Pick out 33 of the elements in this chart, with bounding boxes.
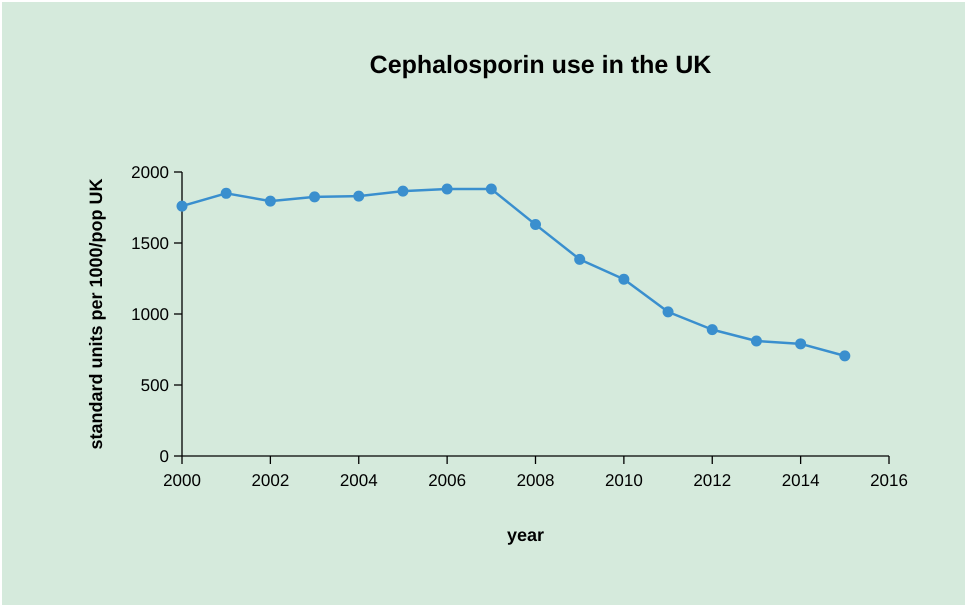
- point: [176, 200, 188, 212]
- x-tick-label: 2016: [870, 471, 908, 490]
- x-tick-label: 2000: [163, 471, 201, 490]
- y-tick-label: 1000: [131, 304, 169, 324]
- y-tick-label: 0: [160, 446, 169, 466]
- y-axis-title: standard units per 1000/pop UK: [86, 178, 106, 450]
- y-tick-label: 500: [140, 376, 169, 395]
- point: [264, 196, 276, 207]
- point: [662, 306, 674, 318]
- x-tick-label: 2006: [428, 471, 466, 490]
- chart-title: Cephalosporin use in the UK: [370, 51, 712, 79]
- x-axis-title: year: [506, 525, 544, 545]
- point: [530, 219, 541, 230]
- x-tick-label: 2012: [693, 471, 732, 490]
- point: [442, 184, 453, 195]
- point: [486, 184, 497, 195]
- point: [750, 335, 762, 346]
- point: [839, 350, 850, 362]
- x-tick-label: 2014: [782, 471, 820, 490]
- point: [309, 191, 320, 202]
- x-tick-label: 2004: [340, 471, 378, 490]
- x-tick-label: 2010: [604, 471, 643, 490]
- point: [618, 274, 630, 285]
- x-tick-label: 2002: [251, 471, 290, 490]
- point: [220, 188, 232, 199]
- point: [706, 324, 718, 336]
- y-tick-label: 2000: [131, 162, 169, 182]
- point: [795, 338, 806, 350]
- point: [353, 190, 364, 202]
- y-tick-label: 1500: [131, 234, 169, 253]
- point: [574, 254, 586, 265]
- point: [397, 186, 408, 197]
- x-tick-label: 2008: [516, 471, 554, 490]
